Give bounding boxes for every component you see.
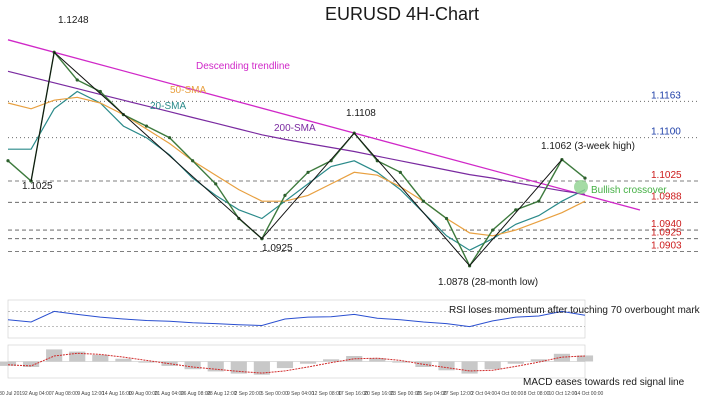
price-point-25 [583,176,587,180]
price-point-17 [398,170,402,174]
rsi-frame [7,299,586,339]
level-label-0: 1.1163 [651,90,681,101]
x-tick-label-11: 9 Sep 04:00 [287,391,314,397]
macd-bar-1 [23,361,40,367]
sma50-label: 50-SMA [170,85,206,96]
macd-bar-7 [161,361,178,366]
x-tick-label-21: 10 Oct 12:00 [548,391,577,397]
macd-bar-24 [553,353,570,362]
x-tick-label-6: 21 Aug 04:00 [155,391,185,397]
macd-bar-4 [92,354,109,362]
swing-zigzag [30,51,563,267]
macd-bar-14 [323,359,340,362]
price-point-8 [191,159,195,163]
macd-bar-8 [184,361,201,370]
macd-bar-22 [507,361,524,364]
price-point-19 [444,216,449,221]
x-tick-label-18: 2 Oct 04:00 [471,391,497,397]
macd-caption: MACD eases towards red signal line [523,377,685,388]
x-tick-label-10: 5 Sep 00:00 [261,391,288,397]
x-tick-label-1: 2 Aug 04:00 [25,391,52,397]
sma20-label: 20-SMA [150,101,186,112]
price-point-18 [421,199,426,203]
swing-high-label-2: 1.1108 [346,108,376,119]
macd-bar-23 [530,359,547,362]
rsi-caption: RSI loses momentum after touching 70 ove… [449,305,701,316]
price-point-7 [167,136,172,140]
x-tick-label-8: 28 Aug 12:00 [207,391,237,397]
horizontal-levels: 1.11631.11001.10251.09881.09401.09251.09… [7,39,700,252]
price-point-0 [6,159,10,163]
x-tick-label-5: 19 Aug 00:00 [128,391,158,397]
trendline-label: Descending trendline [196,61,290,72]
price-point-9 [214,182,218,186]
macd-panel [0,344,594,379]
macd-bar-13 [299,361,317,364]
x-tick-label-19: 4 Oct 00:00 [497,391,523,397]
macd-bar-15 [346,356,363,362]
macd-bar-25 [576,355,594,362]
macd-signal-line [7,352,586,374]
x-tick-label-7: 26 Aug 08:00 [181,391,211,397]
price-point-3 [75,78,79,82]
swing-high-label-1: 1.1248 [58,15,89,26]
x-tick-label-4: 14 Aug 16:00 [102,391,132,397]
macd-bar-11 [253,361,270,375]
x-tick-label-13: 17 Sep 16:00 [338,391,368,397]
chart-title: EURUSD 4H-Chart [325,4,479,24]
sma200-label: 200-SMA [274,123,316,134]
macd-bar-0 [0,361,17,366]
price-point-6 [144,124,149,128]
price-line [7,50,586,268]
x-tick-label-15: 23 Sep 00:00 [391,391,421,397]
macd-bar-9 [207,361,224,372]
macd-bar-5 [115,358,132,362]
level-label-6: 1.0903 [651,240,682,251]
swing-low-label-1: 1.1025 [22,181,53,192]
macd-bar-2 [46,349,63,362]
x-tick-label-9: 2 Sep 20:00 [235,391,262,397]
swing-low-label-3: 1.0878 (28-month low) [438,277,538,288]
price-point-12 [283,193,287,198]
macd-bar-3 [69,351,86,362]
x-tick-label-22: 14 Oct 00:00 [575,391,604,397]
x-tick-label-0: 30 Jul 2019 [0,391,25,397]
level-label-3: 1.0988 [651,191,682,202]
x-tick-label-12: 12 Sep 08:00 [312,391,342,397]
price-point-22 [514,208,518,212]
price-point-23 [537,199,541,203]
bullish-crossover-marker [574,180,588,194]
level-label-1: 1.1100 [651,127,681,138]
macd-bar-17 [392,361,409,363]
x-tick-label-20: 8 Oct 08:00 [524,391,550,397]
level-label-5: 1.0925 [651,228,682,239]
x-tick-label-3: 9 Aug 12:00 [77,391,104,397]
x-tick-label-2: 7 Aug 08:00 [51,391,78,397]
macd-bar-19 [438,361,455,371]
descending-trendline [7,39,641,211]
price-point-13 [306,170,310,174]
sma-line-0 [8,90,586,251]
x-tick-label-16: 25 Sep 04:00 [417,391,447,397]
swing-low-label-2: 1.0925 [262,243,293,254]
price-point-21 [491,228,495,232]
macd-bar-16 [369,358,386,362]
swing-high-label-3: 1.1062 (3-week high) [541,141,635,152]
rsi-panel [7,299,586,339]
macd-bar-6 [138,361,155,363]
x-tick-label-17: 27 Sep 12:00 [443,391,473,397]
level-label-4: 1.0940 [651,219,682,230]
x-tick-label-14: 20 Sep 16:00 [364,391,394,397]
macd-bar-21 [484,361,501,370]
macd-bar-10 [230,361,247,374]
macd-bar-20 [461,361,478,374]
swing-pattern-lines [30,51,563,267]
macd-bar-12 [276,361,294,369]
level-label-2: 1.1025 [651,170,682,181]
x-axis: 30 Jul 2019 2 Aug 04:00 7 Aug 08:00 9 Aug 1… [0,391,604,397]
rsi-line [7,310,586,328]
bullish-crossover-label: Bullish crossover [591,185,667,196]
